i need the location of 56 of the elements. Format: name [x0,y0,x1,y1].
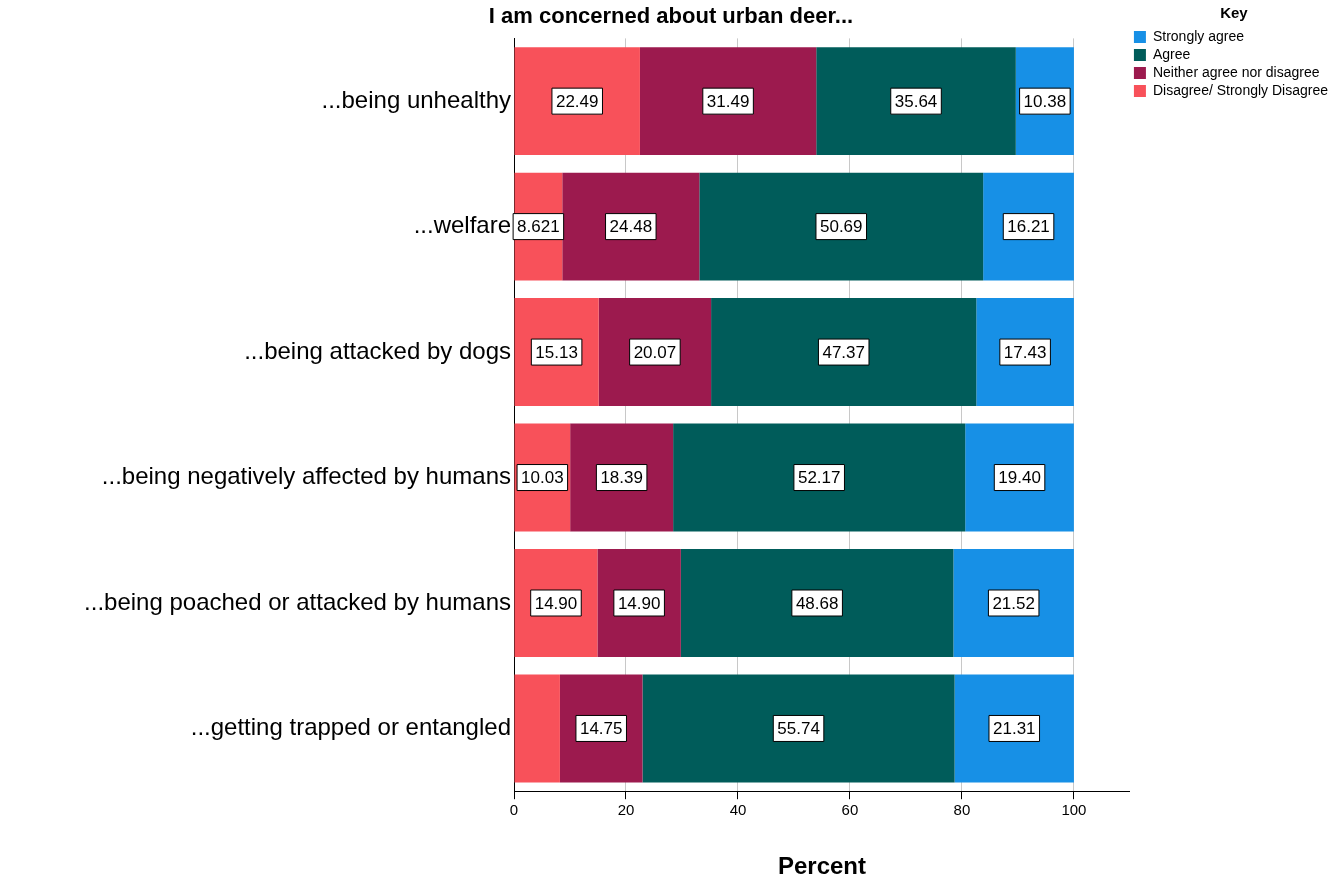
bar [639,47,817,156]
x-tick-label: 60 [841,801,859,819]
x-tick-label: 80 [953,801,971,819]
bar [562,172,700,281]
bar [598,298,712,407]
legend-label: Strongly agree [1152,27,1245,44]
data-label: 24.48 [609,217,653,237]
legend-label: Neither agree nor disagree [1152,63,1320,80]
x-tick-label: 40 [729,801,747,819]
bar [954,674,1074,783]
x-tick-label: 100 [1061,801,1087,819]
y-tick-label: ...getting trapped or entangled [190,713,511,741]
data-label: 21.31 [992,719,1036,739]
y-tick-label: ...being attacked by dogs [244,336,511,364]
bar [711,298,977,407]
data-label: 14.90 [534,593,578,613]
bar [642,674,955,783]
data-label: 8.621 [517,217,560,237]
x-tick-label: 20 [617,801,635,819]
data-label: 19.40 [998,468,1041,488]
bar [673,423,966,532]
data-label: 21.52 [992,593,1035,613]
bar [680,549,954,657]
data-label: 15.13 [535,342,578,362]
bar [514,674,560,783]
bar [816,47,1016,156]
x-axis-title: Percent [777,852,866,880]
data-label: 52.17 [797,468,841,488]
bar [965,423,1074,532]
x-tick-label: 0 [509,801,519,819]
data-label: 50.69 [819,217,863,237]
data-label: 48.68 [795,593,839,613]
data-label: 20.07 [633,342,677,362]
data-label: 10.38 [1023,91,1067,111]
y-tick-label: ...being negatively affected by humans [101,462,511,490]
legend-label: Disagree/ Strongly Disagree [1152,81,1329,98]
data-label: 18.39 [600,468,643,488]
y-tick-label: ...being unhealthy [321,85,511,113]
legend-label: Agree [1152,45,1191,62]
chart-title: I am concerned about urban deer... [488,3,854,29]
y-tick-label: ...welfare [413,211,511,239]
data-label: 16.21 [1007,217,1050,237]
data-label: 14.75 [579,719,623,739]
data-label: 17.43 [1003,342,1047,362]
data-label: 14.90 [617,593,661,613]
data-label: 55.74 [777,719,820,739]
bar [699,172,984,281]
data-label: 35.64 [894,91,938,111]
bar [514,47,640,156]
data-label: 10.03 [521,468,564,488]
data-label: 31.49 [706,91,750,111]
data-label: 47.37 [822,342,865,362]
data-label: 22.49 [555,91,599,111]
y-tick-label: ...being poached or attacked by humans [84,587,511,615]
legend-title: Key [1220,3,1249,21]
bar [953,549,1074,657]
